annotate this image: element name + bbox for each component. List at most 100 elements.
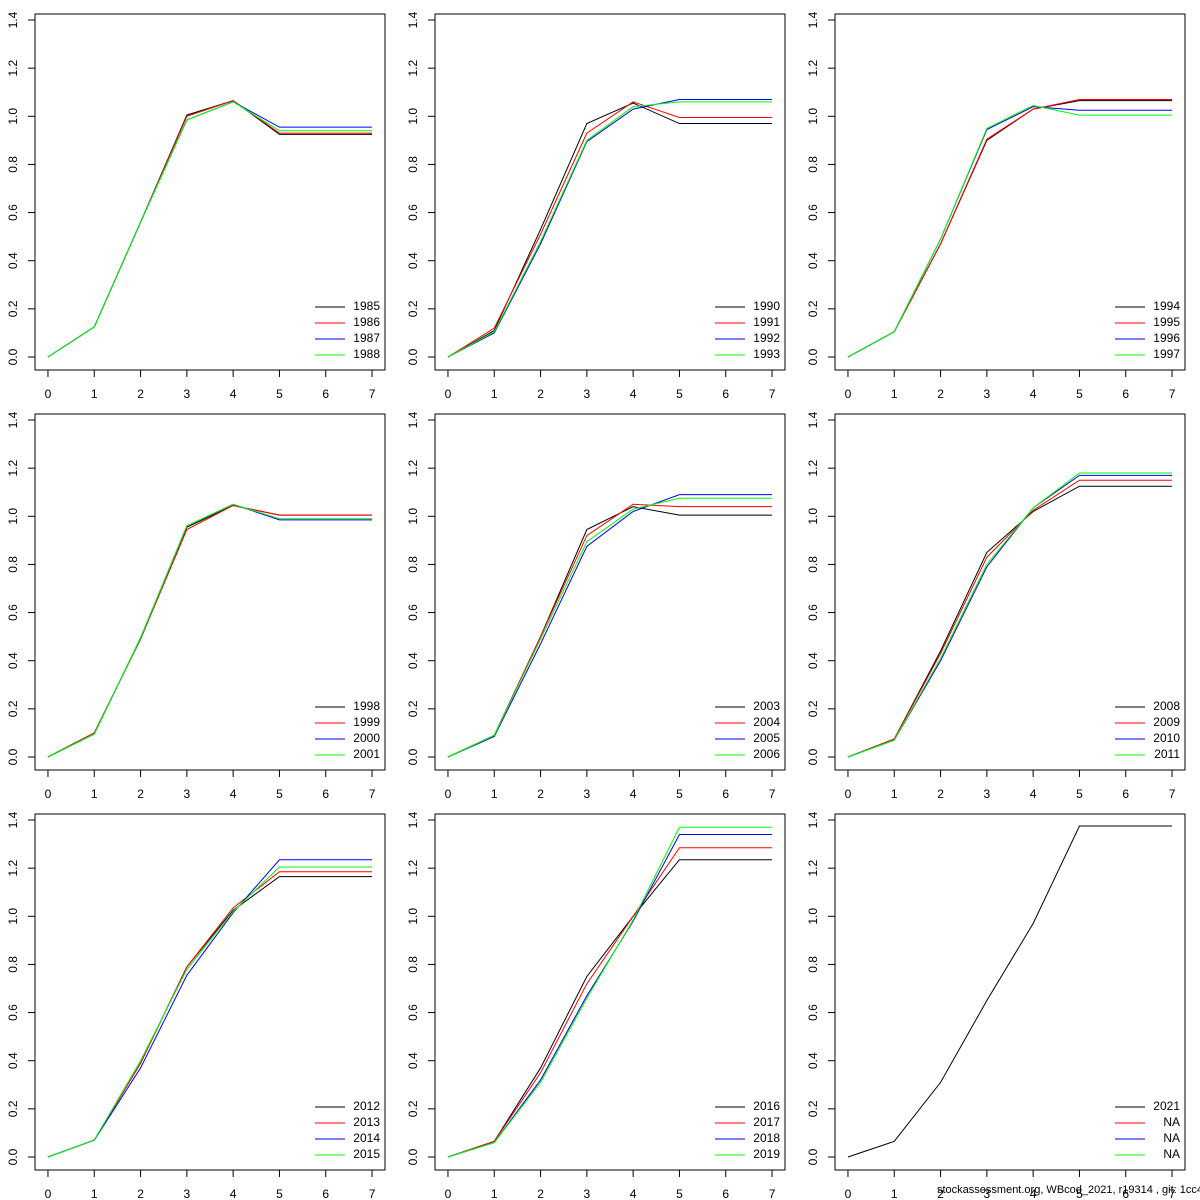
legend-label: 2000 — [353, 731, 380, 745]
legend-label: NA — [1163, 1147, 1180, 1161]
y-tick-label: 0.2 — [6, 300, 20, 317]
plot-frame — [34, 13, 386, 371]
y-tick-label: 0.2 — [6, 1100, 20, 1117]
footer: stockassessment.org, WBcod_2021, r19314 … — [937, 1184, 1200, 1196]
y-tick-label: 0.4 — [406, 1052, 420, 1069]
legend-label: 2021 — [1153, 1099, 1180, 1113]
legend-label: 2003 — [753, 699, 780, 713]
legend-label: 2010 — [1153, 731, 1180, 745]
series-line — [47, 876, 373, 1158]
y-tick-label: 0.8 — [406, 956, 420, 973]
series-line — [47, 871, 373, 1158]
legend-label: 2004 — [753, 715, 780, 729]
y-tick-label: 0.0 — [806, 348, 820, 365]
x-tick-label: 5 — [676, 787, 683, 801]
plot-frame — [434, 413, 786, 771]
y-tick-label: 0.4 — [806, 652, 820, 669]
legend-label: 1995 — [1153, 315, 1180, 329]
legend-label: 2019 — [753, 1147, 780, 1161]
x-tick-label: 0 — [845, 787, 852, 801]
y-tick-label: 0.2 — [806, 700, 820, 717]
x-tick-label: 0 — [45, 387, 52, 401]
y-tick-label: 0.2 — [6, 700, 20, 717]
y-tick-label: 0.6 — [6, 204, 20, 221]
x-tick-label: 7 — [769, 1187, 776, 1200]
series-line — [447, 859, 773, 1158]
series-line — [47, 504, 373, 758]
y-tick-label: 1.0 — [6, 508, 20, 525]
x-tick-label: 0 — [45, 787, 52, 801]
x-tick-label: 2 — [137, 1187, 144, 1200]
x-tick-label: 6 — [722, 1187, 729, 1200]
x-tick-label: 4 — [630, 787, 637, 801]
legend-label: 2005 — [753, 731, 780, 745]
x-tick-label: 1 — [491, 787, 498, 801]
y-tick-label: 0.6 — [6, 604, 20, 621]
x-tick-label: 0 — [845, 1187, 852, 1200]
series-line — [47, 859, 373, 1158]
legend-label: 1999 — [353, 715, 380, 729]
x-tick-label: 3 — [184, 1187, 191, 1200]
x-tick-label: 1 — [91, 387, 98, 401]
series-line — [847, 100, 1173, 358]
legend-label: 1990 — [753, 299, 780, 313]
y-tick-label: 1.0 — [6, 108, 20, 125]
y-tick-label: 1.0 — [6, 908, 20, 925]
y-tick-label: 0.0 — [406, 748, 420, 765]
x-tick-label: 3 — [984, 787, 991, 801]
x-tick-label: 3 — [984, 387, 991, 401]
legend-label: 1994 — [1153, 299, 1180, 313]
x-tick-label: 1 — [491, 1187, 498, 1200]
series-line — [447, 102, 773, 358]
y-tick-label: 0.6 — [806, 604, 820, 621]
y-tick-label: 1.4 — [6, 411, 20, 428]
x-tick-label: 5 — [1076, 1187, 1083, 1200]
y-tick-label: 0.8 — [6, 956, 20, 973]
legend-label: 1998 — [353, 699, 380, 713]
plot-frame — [834, 413, 1186, 771]
legend-label: 1997 — [1153, 347, 1180, 361]
x-tick-label: 7 — [369, 1187, 376, 1200]
x-tick-label: 7 — [1169, 787, 1176, 801]
y-tick-label: 0.0 — [806, 748, 820, 765]
legend-label: 2018 — [753, 1131, 780, 1145]
legend-label: 1992 — [753, 331, 780, 345]
x-tick-label: 2 — [937, 787, 944, 801]
x-tick-label: 2 — [937, 1187, 944, 1200]
x-tick-label: 0 — [445, 387, 452, 401]
y-tick-label: 0.0 — [6, 348, 20, 365]
x-tick-label: 4 — [630, 1187, 637, 1200]
x-tick-label: 2 — [537, 387, 544, 401]
legend-label: 1988 — [353, 347, 380, 361]
x-tick-label: 2 — [137, 387, 144, 401]
y-tick-label: 1.0 — [806, 908, 820, 925]
y-tick-label: 1.0 — [406, 508, 420, 525]
series-line — [447, 101, 773, 358]
plot-frame — [34, 813, 386, 1171]
series-line — [447, 101, 773, 358]
y-tick-label: 0.6 — [6, 1004, 20, 1021]
y-tick-label: 1.4 — [6, 811, 20, 828]
legend-label: 1987 — [353, 331, 380, 345]
y-tick-label: 0.8 — [406, 156, 420, 173]
y-tick-label: 0.8 — [806, 956, 820, 973]
y-tick-label: 0.0 — [806, 1148, 820, 1165]
series-line — [47, 100, 373, 358]
y-tick-label: 1.4 — [806, 411, 820, 428]
legend-label: 2006 — [753, 747, 780, 761]
series-line — [447, 503, 773, 758]
series-line — [847, 825, 1173, 1158]
y-tick-label: 1.2 — [6, 59, 20, 76]
y-tick-label: 0.2 — [806, 300, 820, 317]
x-tick-label: 2 — [137, 787, 144, 801]
x-tick-label: 6 — [1122, 787, 1129, 801]
y-tick-label: 0.6 — [406, 1004, 420, 1021]
series-line — [847, 485, 1173, 758]
x-tick-label: 2 — [537, 787, 544, 801]
y-tick-label: 0.6 — [806, 1004, 820, 1021]
y-tick-label: 1.4 — [806, 811, 820, 828]
y-tick-label: 1.0 — [806, 508, 820, 525]
x-tick-label: 7 — [1169, 1187, 1176, 1200]
x-tick-label: 7 — [369, 387, 376, 401]
